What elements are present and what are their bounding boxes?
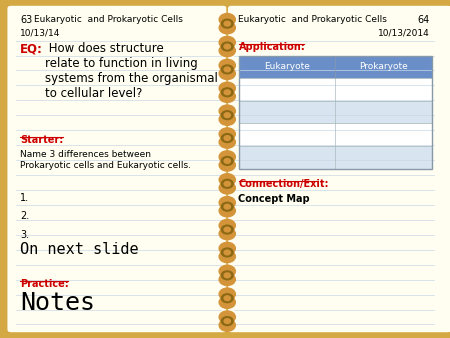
Circle shape <box>219 128 235 140</box>
Text: Connection/Exit:: Connection/Exit: <box>238 179 329 189</box>
Circle shape <box>219 151 235 163</box>
Circle shape <box>219 37 235 49</box>
FancyBboxPatch shape <box>238 123 432 146</box>
Circle shape <box>219 174 235 186</box>
Circle shape <box>224 113 230 118</box>
Circle shape <box>219 67 235 79</box>
Circle shape <box>224 67 230 72</box>
Circle shape <box>219 90 235 102</box>
Circle shape <box>219 105 235 117</box>
Circle shape <box>221 88 233 97</box>
Circle shape <box>221 179 233 188</box>
Circle shape <box>224 227 230 232</box>
Circle shape <box>221 111 233 120</box>
Text: Eukaryote: Eukaryote <box>264 62 310 71</box>
Circle shape <box>219 59 235 71</box>
Circle shape <box>224 90 230 95</box>
Circle shape <box>219 205 235 217</box>
Text: Name 3 differences between
Prokaryotic cells and Eukaryotic cells.: Name 3 differences between Prokaryotic c… <box>20 150 191 170</box>
Circle shape <box>221 225 233 234</box>
FancyBboxPatch shape <box>238 146 432 169</box>
Text: On next slide: On next slide <box>20 242 139 257</box>
Circle shape <box>221 42 233 51</box>
Circle shape <box>224 182 230 186</box>
Text: 63: 63 <box>20 15 32 25</box>
Text: 1.: 1. <box>20 193 29 203</box>
Circle shape <box>224 21 230 26</box>
Text: Notes: Notes <box>20 291 95 315</box>
Text: EQ:: EQ: <box>20 42 43 55</box>
Circle shape <box>221 294 233 303</box>
Text: How does structure
relate to function in living
systems from the organismal
to c: How does structure relate to function in… <box>45 42 218 100</box>
Circle shape <box>224 136 230 140</box>
Text: 10/13/2014: 10/13/2014 <box>378 29 430 38</box>
FancyBboxPatch shape <box>238 78 432 101</box>
Circle shape <box>219 319 235 331</box>
Circle shape <box>219 242 235 255</box>
Circle shape <box>221 202 233 211</box>
Circle shape <box>221 248 233 257</box>
Circle shape <box>219 219 235 232</box>
Circle shape <box>219 273 235 286</box>
Circle shape <box>221 65 233 74</box>
Circle shape <box>221 271 233 280</box>
Circle shape <box>219 113 235 125</box>
Circle shape <box>219 288 235 300</box>
FancyBboxPatch shape <box>7 5 227 333</box>
Circle shape <box>221 317 233 325</box>
Circle shape <box>221 134 233 142</box>
FancyBboxPatch shape <box>227 5 450 333</box>
Circle shape <box>219 14 235 26</box>
Circle shape <box>219 265 235 277</box>
Circle shape <box>224 44 230 49</box>
Circle shape <box>224 296 230 300</box>
Circle shape <box>219 136 235 148</box>
Circle shape <box>219 197 235 209</box>
Text: 10/13/14: 10/13/14 <box>20 29 61 38</box>
Circle shape <box>219 45 235 57</box>
Circle shape <box>219 296 235 308</box>
Text: 64: 64 <box>418 15 430 25</box>
Circle shape <box>224 250 230 255</box>
FancyBboxPatch shape <box>238 101 432 123</box>
Text: Starter:: Starter: <box>20 135 63 145</box>
FancyBboxPatch shape <box>238 56 432 78</box>
Text: 2.: 2. <box>20 211 30 221</box>
Text: 3.: 3. <box>20 230 29 240</box>
Circle shape <box>219 82 235 94</box>
Circle shape <box>224 319 230 323</box>
Circle shape <box>221 19 233 28</box>
Circle shape <box>224 204 230 209</box>
Circle shape <box>219 22 235 34</box>
Circle shape <box>219 227 235 240</box>
Text: Practice:: Practice: <box>20 279 69 289</box>
Text: Prokaryote: Prokaryote <box>359 62 408 71</box>
Circle shape <box>219 250 235 263</box>
Text: Application:: Application: <box>238 42 305 52</box>
Text: Eukaryotic  and Prokaryotic Cells: Eukaryotic and Prokaryotic Cells <box>34 15 183 24</box>
Circle shape <box>221 156 233 165</box>
Circle shape <box>224 159 230 163</box>
Text: Eukaryotic  and Prokaryotic Cells: Eukaryotic and Prokaryotic Cells <box>238 15 387 24</box>
Circle shape <box>219 159 235 171</box>
Circle shape <box>219 182 235 194</box>
Circle shape <box>219 311 235 323</box>
Text: Concept Map: Concept Map <box>238 194 310 204</box>
Circle shape <box>224 273 230 278</box>
